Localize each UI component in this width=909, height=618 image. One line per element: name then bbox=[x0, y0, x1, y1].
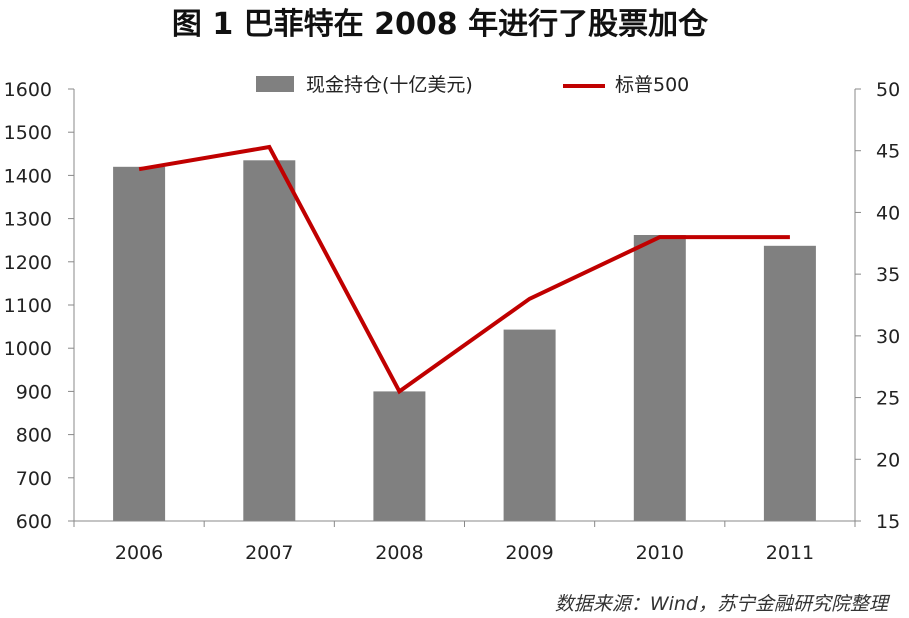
x-tick-label-2006: 2006 bbox=[115, 542, 163, 564]
y-left-tick-label: 1200 bbox=[4, 252, 52, 274]
x-tick-label-2010: 2010 bbox=[636, 542, 684, 564]
line-layer bbox=[138, 144, 791, 395]
legend-label-cash: 现金持仓(十亿美元) bbox=[306, 74, 473, 96]
y-right-tick-label: 50 bbox=[876, 79, 900, 101]
x-tick-label-2009: 2009 bbox=[505, 542, 553, 564]
source-note: 数据来源：Wind，苏宁金融研究院整理 bbox=[555, 593, 891, 615]
bar-2008 bbox=[373, 391, 426, 521]
bars-layer bbox=[113, 160, 816, 522]
y-right-tick-label: 35 bbox=[876, 264, 900, 286]
chart-title: 图 1 巴菲特在 2008 年进行了股票加仓 bbox=[172, 7, 709, 42]
x-tick-label-2007: 2007 bbox=[245, 542, 293, 564]
bar-2007 bbox=[243, 160, 296, 522]
x-tick-label-2011: 2011 bbox=[766, 542, 814, 564]
axes-layer: 600 700 800 900 1000 1100 1200 1300 1400 1500 1600… bbox=[4, 79, 901, 564]
y-left-tick-label: 900 bbox=[16, 381, 52, 403]
legend-label-sp500: 标普500 bbox=[615, 74, 689, 96]
sp500-line bbox=[138, 144, 790, 395]
y-right-tick-label: 15 bbox=[876, 511, 900, 533]
y-left-tick-label: 1400 bbox=[4, 165, 52, 187]
legend-swatch-cash bbox=[256, 76, 294, 92]
y-right-tick-label: 45 bbox=[876, 141, 900, 163]
y-left-tick-label: 1600 bbox=[4, 79, 52, 101]
y-right-tick-label: 25 bbox=[876, 388, 900, 410]
y-right-tick-label: 40 bbox=[876, 202, 900, 224]
bar-2009 bbox=[503, 329, 556, 521]
y-left-tick-label: 600 bbox=[16, 511, 52, 533]
y-right-tick-label: 30 bbox=[876, 326, 900, 348]
y-left-tick-label: 700 bbox=[16, 468, 52, 490]
legend: 现金持仓(十亿美元) 标普500 bbox=[256, 74, 689, 96]
bar-2006 bbox=[113, 166, 166, 522]
y-left-tick-label: 1300 bbox=[4, 209, 52, 231]
y-left-tick-label: 1000 bbox=[4, 338, 52, 360]
y-left-tick-label: 800 bbox=[16, 425, 52, 447]
y-left-tick-label: 1500 bbox=[4, 122, 52, 144]
y-right-tick-label: 20 bbox=[876, 449, 900, 471]
y-left-tick-label: 1100 bbox=[4, 295, 52, 317]
bar-2011 bbox=[763, 245, 816, 522]
bar-2010 bbox=[633, 235, 686, 521]
x-tick-label-2008: 2008 bbox=[375, 542, 423, 564]
